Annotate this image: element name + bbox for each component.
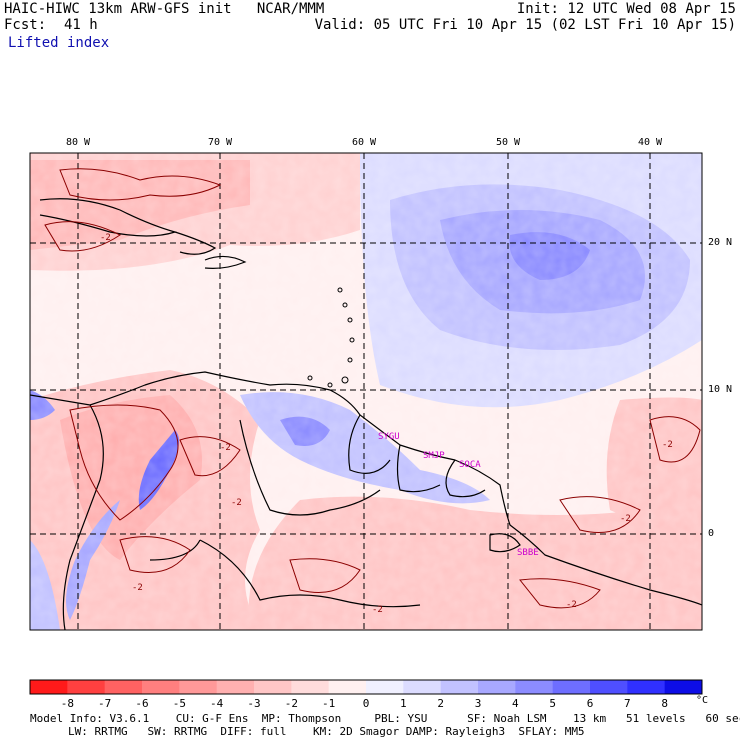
colorbar-tick-label: 1 [400, 697, 407, 710]
colorbar-tick-label: -3 [247, 697, 261, 710]
lat-label-0: 0 [708, 528, 715, 539]
colorbar-swatch [216, 680, 255, 694]
minus-two-contours [44, 168, 701, 609]
colorbar-swatch [440, 680, 479, 694]
colorbar-tick-label: 8 [661, 697, 668, 710]
valid-time: Valid: 05 UTC Fri 10 Apr 15 (02 LST Fri … [314, 17, 736, 33]
colorbar-swatch [291, 680, 330, 694]
colorbar-swatch [515, 680, 554, 694]
colorbar-tick-label: -8 [60, 697, 74, 710]
contour-label: -2 [231, 498, 242, 508]
colorbar-tick-label: -5 [172, 697, 186, 710]
colorbar-tick-label: -4 [210, 697, 224, 710]
model-info-line-2: LW: RRTMG SW: RRTMG DIFF: full KM: 2D Sm… [68, 725, 585, 738]
colorbar-swatch [104, 680, 143, 694]
map-field-layer [30, 153, 702, 630]
station-smjp: SMJP [423, 451, 445, 461]
init-time: Init: 12 UTC Wed 08 Apr 15 [516, 1, 736, 17]
lat-label-20n: 20 N [708, 237, 733, 248]
colorbar-swatch [142, 680, 180, 694]
colorbar-swatch [30, 680, 68, 694]
lat-label-10n: 10 N [708, 384, 733, 395]
colorbar-tick-label: -2 [284, 697, 298, 710]
contour-label: -2 [662, 440, 673, 450]
colorbar-swatch [67, 680, 106, 694]
colorbar-tick-label: -7 [98, 697, 112, 710]
forecast-hour: 41 h [64, 17, 98, 33]
colorbar [29, 679, 703, 695]
lon-label-80w: 80 W [66, 137, 91, 148]
map-frame [29, 152, 703, 631]
colorbar-tick-label: 3 [474, 697, 482, 710]
colorbar-tick-label: 7 [624, 697, 631, 710]
contour-label: -2 [132, 583, 143, 593]
colorbar-swatch [627, 680, 666, 694]
colorbar-tick-label: -6 [135, 697, 149, 710]
model-title: HAIC-HIWC 13km ARW-GFS init NCAR/MMM [4, 1, 325, 17]
station-soca: SOCA [459, 460, 481, 470]
coastlines [30, 198, 702, 630]
model-info-line-1: Model Info: V3.6.1 CU: G-F Ens MP: Thomp… [30, 712, 740, 725]
contour-label: -2 [566, 600, 577, 610]
lat-lon-grid [30, 153, 702, 630]
station-sbbe: SBBE [517, 548, 539, 558]
colorbar-swatch [552, 680, 591, 694]
colorbar-swatch [328, 680, 367, 694]
colorbar-swatch [179, 680, 218, 694]
station-sygu: SYGU [378, 432, 400, 442]
lon-label-40w: 40 W [638, 137, 663, 148]
field-name: Lifted index [8, 35, 110, 51]
colorbar-tick-label: 2 [437, 697, 444, 710]
contour-label: -2 [220, 443, 231, 453]
lesser-antilles [307, 287, 355, 388]
colorbar-tick-label: 0 [362, 697, 370, 710]
colorbar-swatch [478, 680, 516, 694]
colorbar-swatch [254, 680, 292, 694]
lon-label-50w: 50 W [496, 137, 521, 148]
colorbar-swatch [366, 680, 404, 694]
contour-label: -2 [100, 233, 111, 243]
colorbar-tick-label: -1 [322, 697, 336, 710]
contour-label: -2 [372, 605, 383, 615]
lon-label-60w: 60 W [352, 137, 377, 148]
colorbar-swatch [403, 680, 442, 694]
forecast-label: Fcst: [4, 17, 47, 33]
colorbar-swatch [664, 680, 703, 694]
colorbar-tick-label: 4 [512, 697, 519, 710]
colorbar-tick-label: 5 [549, 697, 556, 710]
colorbar-tick-label: 6 [586, 697, 594, 710]
lon-label-70w: 70 W [208, 137, 233, 148]
colorbar-swatch [590, 680, 628, 694]
colorbar-unit: °C [696, 695, 709, 706]
contour-label: -2 [620, 514, 631, 524]
